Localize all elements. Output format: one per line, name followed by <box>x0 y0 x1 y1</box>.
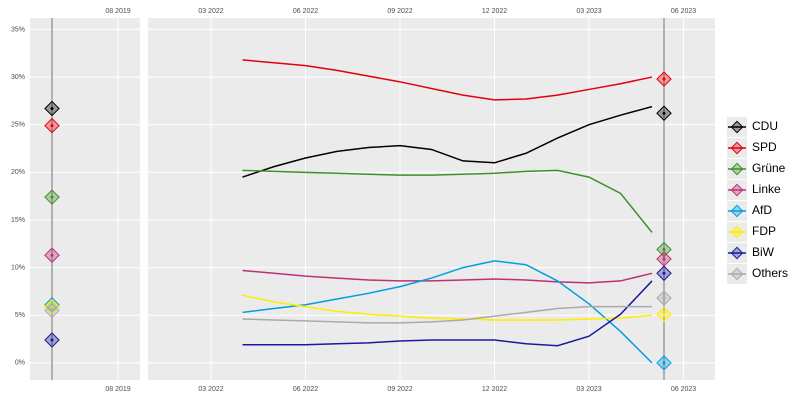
legend: CDU SPD Grüne Linke AfD FDP BiW Others <box>727 117 788 284</box>
legend-diamond <box>730 120 744 134</box>
result-dot <box>662 257 666 261</box>
y-tick-label: 25% <box>11 122 25 129</box>
trend-line <box>242 260 653 364</box>
trend-line <box>242 105 653 178</box>
legend-label: Linke <box>752 182 781 196</box>
result-dot <box>50 107 54 110</box>
trend-line <box>242 169 653 233</box>
x-tick-label: 12 2022 <box>482 8 507 15</box>
y-tick-label: 15% <box>11 217 25 224</box>
y-tick-label: 20% <box>11 169 25 176</box>
x-tick-label: 06 2022 <box>293 386 318 393</box>
result-dot <box>662 312 666 316</box>
legend-label: Grüne <box>752 161 786 175</box>
panel-background <box>148 18 715 380</box>
result-dot <box>50 124 54 128</box>
legend-diamond <box>730 267 744 281</box>
x-tick-label: 03 2023 <box>576 8 601 15</box>
legend-label: FDP <box>752 224 776 238</box>
y-tick-label: 10% <box>11 264 25 271</box>
result-dot <box>50 308 54 312</box>
legend-diamond <box>730 246 744 260</box>
y-tick-label: 35% <box>11 26 25 33</box>
x-tick-label: 06 2023 <box>671 386 696 393</box>
trend-line <box>242 294 653 321</box>
result-dot <box>662 247 666 251</box>
x-tick-label: 03 2022 <box>198 386 223 393</box>
x-tick-label: 06 2022 <box>293 8 318 15</box>
x-tick-label: 03 2023 <box>576 386 601 393</box>
legend-label: SPD <box>752 140 777 154</box>
legend-diamond <box>730 225 744 239</box>
legend-label: BiW <box>752 245 775 259</box>
result-dot <box>50 338 54 342</box>
result-dot <box>662 111 666 115</box>
result-dot <box>50 305 54 309</box>
x-tick-label: 12 2022 <box>482 386 507 393</box>
trend-line <box>242 280 653 347</box>
result-dot <box>662 296 666 300</box>
x-tick-label: 09 2022 <box>387 386 412 393</box>
x-tick-label: 03 2022 <box>198 8 223 15</box>
result-dot <box>50 195 54 199</box>
trend-line <box>242 269 653 284</box>
x-tick-label: 09 2022 <box>387 8 412 15</box>
legend-label: Others <box>752 266 788 280</box>
y-tick-label: 5% <box>15 312 25 319</box>
legend-label: CDU <box>752 119 778 133</box>
trend-line <box>242 305 652 324</box>
y-tick-label: 30% <box>11 74 25 81</box>
result-dot <box>662 77 666 81</box>
trend-line <box>242 59 653 101</box>
result-dot <box>662 361 666 365</box>
legend-diamond <box>730 141 744 155</box>
result-dot <box>662 271 666 275</box>
legend-diamond <box>730 183 744 197</box>
legend-diamond <box>730 162 744 176</box>
legend-label: AfD <box>752 203 772 217</box>
x-tick-label: 08 2019 <box>105 8 130 15</box>
result-dot <box>50 253 54 257</box>
x-tick-label: 06 2023 <box>671 8 696 15</box>
panel-background <box>30 18 140 380</box>
x-tick-label: 08 2019 <box>105 386 130 393</box>
y-tick-label: 0% <box>15 360 25 367</box>
legend-diamond <box>730 204 744 218</box>
